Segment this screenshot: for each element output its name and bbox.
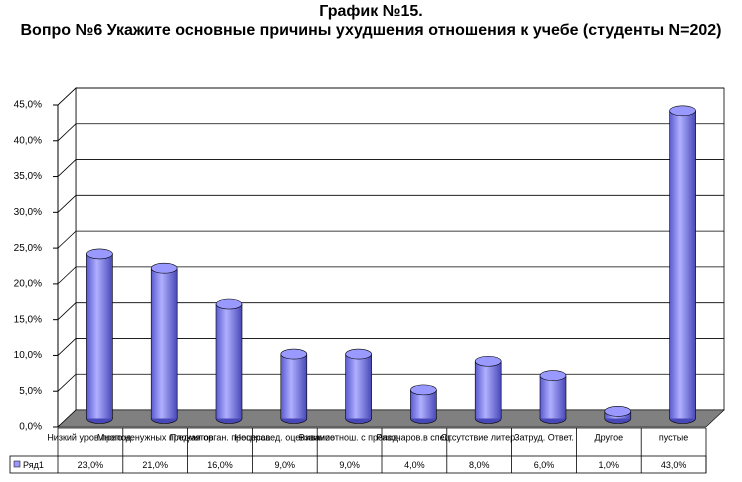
value-label: 23,0% xyxy=(78,460,104,470)
cylinder-top xyxy=(604,406,632,417)
cylinder xyxy=(86,248,113,424)
y-tick-label: 30,0% xyxy=(14,207,42,218)
cylinder-top xyxy=(150,262,178,274)
grid-line xyxy=(57,338,724,356)
cylinder xyxy=(150,262,178,424)
cylinder-top xyxy=(669,105,696,117)
y-tick-label: 35,0% xyxy=(14,171,42,182)
value-label: 9,0% xyxy=(275,460,296,470)
grid-line xyxy=(57,87,724,106)
title-block: График №15. Вопро №6 Укажите основные пр… xyxy=(20,2,722,40)
y-tick-label: 20,0% xyxy=(14,279,42,290)
cylinder-top xyxy=(215,298,243,310)
value-label: 16,0% xyxy=(207,460,233,470)
bar xyxy=(86,253,113,419)
bar xyxy=(280,354,307,419)
cylinder xyxy=(280,348,308,424)
legend-label: Ряд1 xyxy=(23,460,44,470)
y-tick-label: 40,0% xyxy=(14,135,42,146)
bar xyxy=(216,304,242,419)
chart-title: График №15. xyxy=(319,3,423,20)
value-label: 6,0% xyxy=(534,460,555,470)
cylinder-top xyxy=(410,384,437,396)
cylinder-top xyxy=(86,248,113,260)
cylinder xyxy=(474,355,502,424)
category-label: Плохая орган. процесса xyxy=(170,432,271,442)
cylinder-top xyxy=(539,370,567,381)
grid-line xyxy=(57,302,724,320)
y-tick-label: 0,0% xyxy=(19,422,42,433)
category-label: пустые xyxy=(659,432,688,442)
y-tick-label: 10,0% xyxy=(14,350,42,361)
value-label: 21,0% xyxy=(142,460,168,470)
cylinder xyxy=(669,105,696,424)
cylinder-top xyxy=(280,348,308,360)
value-label: 4,0% xyxy=(404,460,425,470)
category-label: Другое xyxy=(594,432,623,442)
category-label: Несправед. оценивание xyxy=(235,432,335,442)
cylinder xyxy=(215,298,243,424)
category-label: Низкий уров.препод. xyxy=(47,432,133,442)
bar xyxy=(475,361,502,419)
cylinder-top xyxy=(345,348,372,360)
y-tick-label: 15,0% xyxy=(14,314,42,325)
cylinder xyxy=(604,406,632,424)
bar xyxy=(345,354,372,419)
category-label: Затруд. Ответ. xyxy=(514,432,574,442)
category-label: Разочаров.в спец. xyxy=(377,432,453,442)
chart-subtitle: Вопро №6 Укажите основные причины ухудше… xyxy=(20,22,722,39)
bar xyxy=(669,110,696,419)
category-label: Взаимоотнош. с препод. xyxy=(299,432,401,442)
category-label: Много ненужных предметов xyxy=(97,432,214,442)
legend-key xyxy=(13,460,21,468)
y-tick-label: 5,0% xyxy=(19,386,42,397)
cylinder xyxy=(345,348,372,424)
grid-line xyxy=(57,373,724,392)
bar xyxy=(151,268,178,419)
value-label: 8,0% xyxy=(469,460,490,470)
bar xyxy=(540,375,566,419)
value-label: 9,0% xyxy=(339,460,360,470)
side-wall xyxy=(57,87,77,428)
grid-line xyxy=(57,159,724,177)
grid-line xyxy=(57,123,724,142)
grid-line xyxy=(57,230,724,249)
value-label: 1,0% xyxy=(599,460,620,470)
category-label: Отсутствие литер. xyxy=(441,432,518,442)
cylinder xyxy=(410,384,437,424)
value-label: 43,0% xyxy=(661,460,687,470)
grid-line xyxy=(57,266,724,285)
grid-line xyxy=(57,194,724,213)
y-tick-label: 45,0% xyxy=(14,100,42,111)
cylinder xyxy=(539,370,567,424)
y-tick-label: 25,0% xyxy=(14,243,42,254)
cylinder-top xyxy=(474,355,502,367)
